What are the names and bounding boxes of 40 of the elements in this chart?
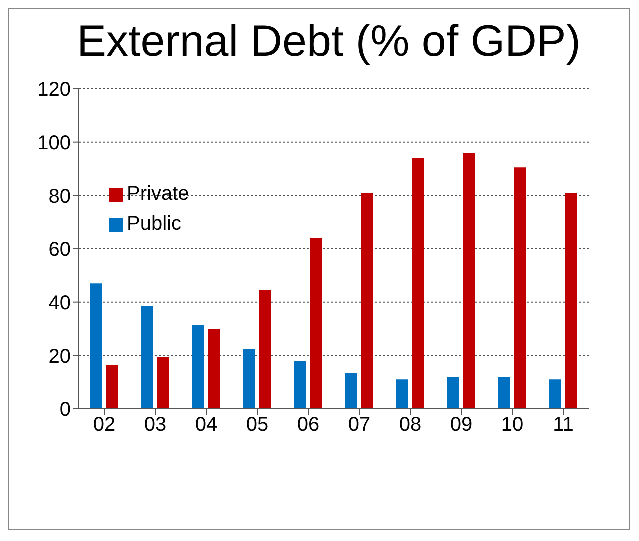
y-tick-label: 100 (38, 132, 71, 154)
bar (310, 238, 322, 409)
x-tick-label: 04 (195, 414, 218, 436)
bar (294, 361, 306, 409)
bar (345, 373, 358, 409)
x-tick-label: 07 (348, 414, 371, 436)
x-tick-label: 05 (246, 414, 269, 436)
bar (259, 290, 272, 409)
bar (549, 380, 562, 409)
bar (463, 153, 476, 409)
chart-title: External Debt (% of GDP) (76, 17, 582, 67)
bar (192, 325, 204, 409)
y-tick-label: 0 (60, 399, 71, 422)
bar (498, 377, 510, 409)
legend-label: Public (127, 213, 182, 235)
bar (565, 193, 578, 409)
y-tick-label: 120 (38, 79, 71, 102)
x-tick-label: 10 (501, 414, 524, 436)
x-tick-label: 09 (450, 414, 473, 436)
bar (412, 158, 424, 409)
bar (243, 349, 256, 409)
y-tick-label: 60 (48, 239, 71, 262)
y-tick-label: 80 (48, 186, 71, 208)
x-tick-label: 11 (553, 414, 574, 436)
bar (447, 377, 460, 409)
bar (106, 365, 118, 409)
bar (157, 357, 170, 409)
y-tick-label: 20 (48, 346, 71, 368)
bar (208, 329, 220, 409)
y-tick-label: 40 (48, 292, 71, 314)
legend-label: Private (127, 183, 190, 205)
x-tick-label: 02 (93, 414, 116, 436)
x-tick-label: 06 (297, 414, 320, 436)
x-tick-label: 03 (144, 414, 167, 436)
bar (141, 306, 154, 409)
bar (361, 193, 374, 409)
bar (396, 380, 408, 409)
x-tick-label: 08 (399, 414, 422, 436)
bar (90, 284, 102, 409)
bar (514, 168, 526, 409)
